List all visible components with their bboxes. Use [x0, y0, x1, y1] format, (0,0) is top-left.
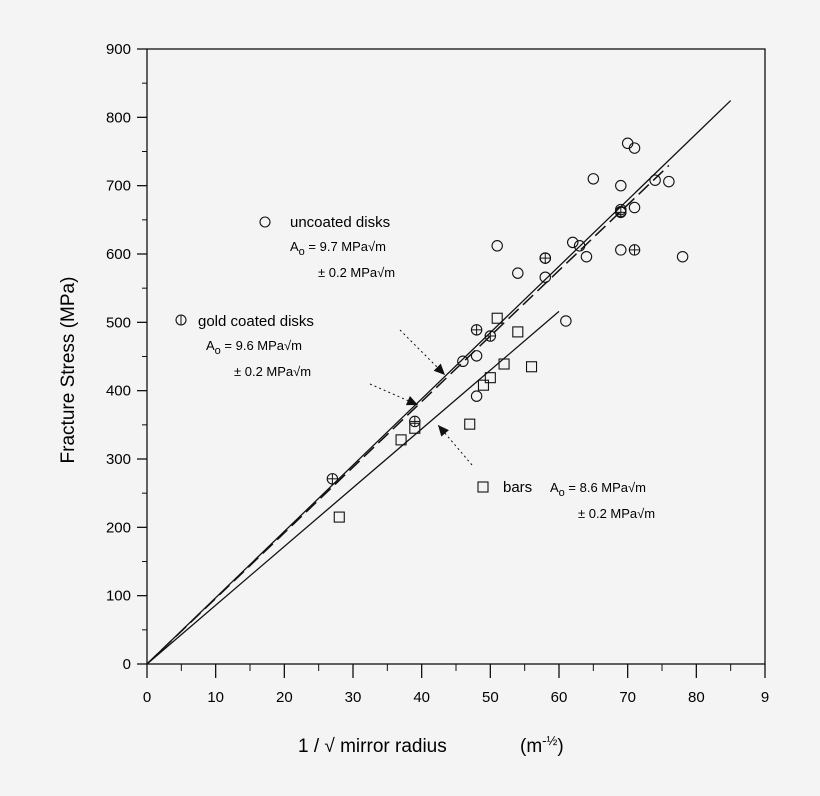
data-point-circle — [457, 355, 469, 368]
x-tick-label: 30 — [345, 689, 362, 706]
data-point-circle — [512, 267, 524, 279]
data-point-circle — [615, 179, 627, 192]
data-point-circle-cross — [409, 415, 421, 428]
x-tick-label: 70 — [619, 689, 636, 706]
plot-border — [146, 48, 766, 665]
legend-bars: bars Ao = 8.6 MPa√m ± 0.2 MPa√m — [477, 479, 655, 521]
legend-error: ± 0.2 MPa√m — [578, 506, 655, 521]
x-axis-units: (m-½) — [520, 733, 564, 757]
x-tick-label: 50 — [482, 689, 499, 706]
data-point-circle — [628, 142, 641, 154]
data-points — [326, 137, 689, 523]
fit-lines — [146, 100, 732, 665]
y-axis-label: Fracture Stress (MPa) — [58, 277, 79, 464]
data-point-square — [525, 361, 538, 373]
y-tick-label: 800 — [106, 109, 131, 126]
fit-line-gold-coated-disks — [146, 164, 670, 665]
data-point-square — [512, 326, 524, 338]
units-open: (m — [520, 736, 542, 757]
legend-formula: Ao = 9.6 MPa√m — [206, 338, 302, 357]
data-point-circle-cross — [615, 206, 627, 219]
x-tick-label: 80 — [688, 689, 705, 706]
legend-label: gold coated disks — [198, 313, 314, 330]
units-close: ) — [557, 736, 563, 757]
arrow-icon-uncoated — [399, 329, 446, 376]
data-point-circle — [491, 240, 503, 252]
data-point-circle — [621, 137, 634, 150]
x-tick-label: 60 — [551, 689, 568, 706]
legend-formula: Ao = 8.6 MPa√m — [550, 480, 646, 499]
data-point-circle-cross — [628, 244, 641, 256]
x-tick-label: 40 — [413, 689, 430, 706]
data-point-square — [333, 511, 345, 523]
data-point-circle — [470, 390, 483, 402]
square-marker-icon — [477, 481, 489, 493]
legend-label: uncoated disks — [290, 214, 390, 231]
fit-line-uncoated-disks — [146, 100, 732, 665]
data-point-circle — [587, 173, 600, 185]
units-exponent: -½ — [542, 733, 557, 748]
data-point-square — [484, 372, 496, 384]
data-point-circle — [573, 240, 586, 252]
data-point-circle — [539, 271, 552, 283]
circle-marker-icon — [259, 216, 271, 228]
x-tick-label: 9 — [761, 689, 769, 706]
data-point-circle — [649, 174, 661, 186]
legend-error: ± 0.2 MPa√m — [234, 364, 311, 379]
data-point-circle — [615, 244, 627, 256]
y-tick-label: 700 — [106, 178, 131, 195]
data-point-circle — [663, 175, 675, 188]
data-point-circle-cross — [484, 330, 497, 342]
legend-error: ± 0.2 MPa√m — [318, 265, 395, 280]
arrow-icon-bars — [437, 424, 473, 466]
data-point-circle — [676, 250, 689, 263]
data-point-circle-cross — [326, 473, 339, 485]
data-point-square — [409, 422, 421, 434]
legend-label: bars — [503, 479, 532, 496]
x-tick-label: 20 — [276, 689, 293, 706]
legend-gold-coated-disks: gold coated disks Ao = 9.6 MPa√m ± 0.2 MPa… — [175, 313, 314, 379]
plot-frame — [146, 48, 766, 665]
data-point-circle — [470, 350, 483, 362]
y-axis-ticks: 0 100 200 300 400 500 600 700 800 900 — [106, 41, 147, 673]
x-axis-ticks: 0 10 20 30 40 50 60 70 80 9 — [143, 664, 769, 706]
y-tick-label: 600 — [106, 246, 131, 263]
x-axis-label-text: 1 / √ mirror radius — [298, 736, 447, 757]
data-point-circle — [580, 250, 593, 263]
data-point-circle — [560, 315, 572, 327]
y-tick-label: 400 — [106, 383, 131, 400]
data-point-circle-cross — [470, 324, 483, 336]
y-tick-label: 0 — [123, 656, 131, 673]
data-point-square — [491, 312, 503, 324]
y-tick-label: 200 — [106, 519, 131, 536]
legend-uncoated-disks: uncoated disks Ao = 9.7 MPa√m ± 0.2 MPa√m — [259, 214, 395, 280]
circle-cross-marker-icon — [175, 314, 187, 326]
data-point-circle — [628, 201, 641, 214]
x-axis-label: 1 / √ mirror radius (m-½) — [298, 733, 564, 757]
data-point-square — [498, 358, 510, 370]
fit-line-bars — [146, 310, 560, 665]
y-tick-label: 100 — [106, 588, 131, 605]
y-tick-label: 500 — [106, 314, 131, 331]
x-tick-label: 10 — [207, 689, 224, 706]
x-tick-label: 0 — [143, 689, 151, 706]
data-point-square — [477, 379, 490, 391]
legend-formula: Ao = 9.7 MPa√m — [290, 239, 386, 258]
arrow-icon-gold-coated — [369, 383, 419, 406]
y-tick-label: 900 — [106, 41, 131, 58]
data-point-circle-cross — [539, 252, 552, 264]
data-point-circle — [566, 236, 579, 249]
y-tick-label: 300 — [106, 451, 131, 468]
data-point-square — [464, 418, 476, 430]
data-point-square — [395, 434, 407, 446]
